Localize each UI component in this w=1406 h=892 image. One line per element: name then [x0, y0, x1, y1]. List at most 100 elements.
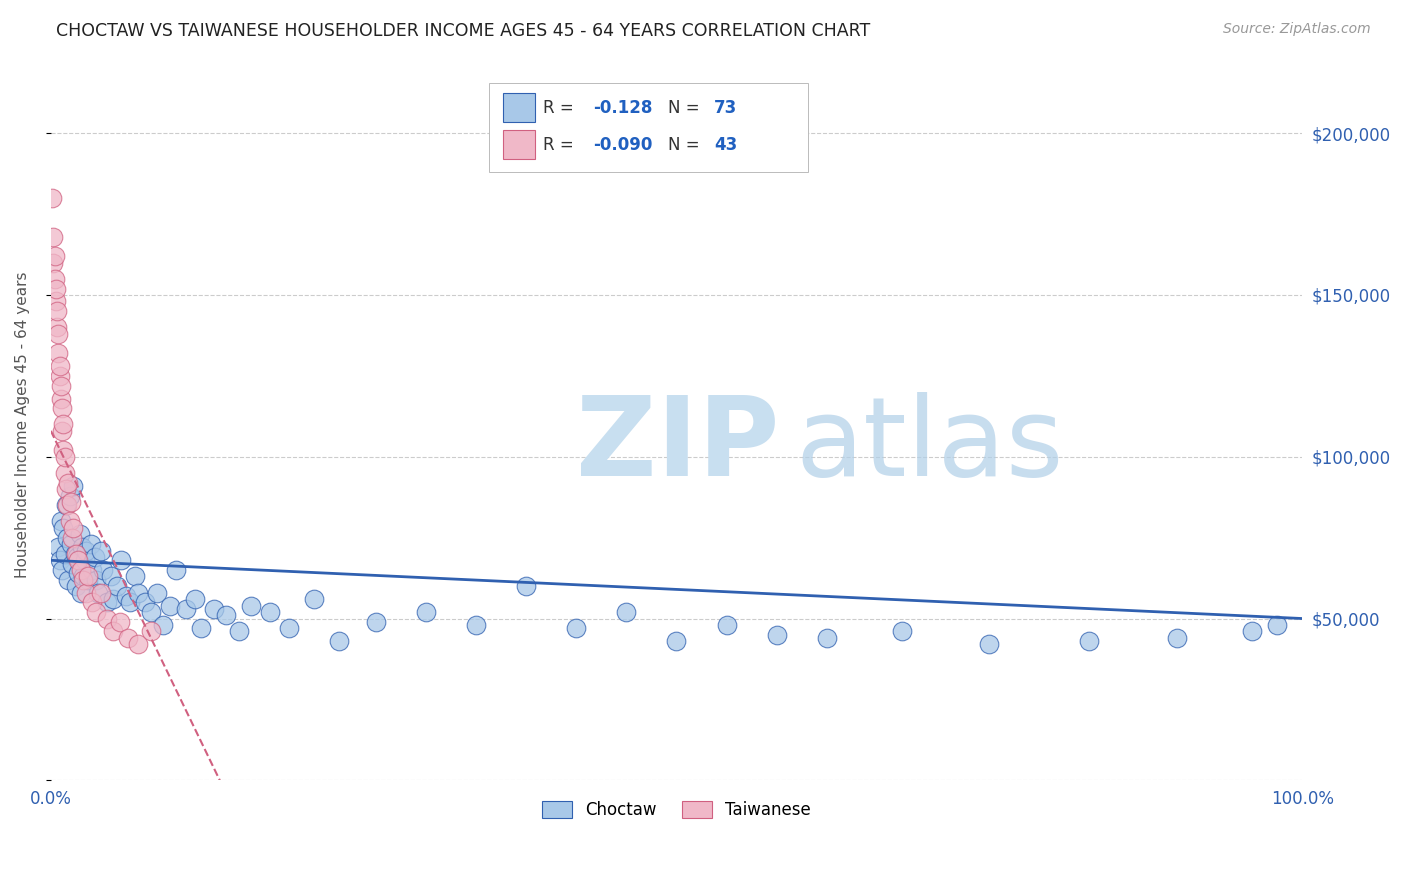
Point	[1078, 634, 1101, 648]
Point	[366, 615, 388, 629]
Point	[80, 537, 103, 551]
Point	[53, 450, 76, 464]
Point	[328, 634, 350, 648]
Point	[890, 624, 912, 639]
Point	[44, 272, 66, 286]
Point	[93, 563, 115, 577]
Point	[51, 401, 73, 416]
Point	[84, 573, 107, 587]
Point	[1265, 618, 1288, 632]
Point	[75, 543, 97, 558]
Point	[139, 624, 162, 639]
Point	[240, 599, 263, 613]
Point	[52, 443, 75, 458]
Point	[53, 547, 76, 561]
Point	[55, 498, 77, 512]
FancyBboxPatch shape	[502, 130, 536, 159]
Text: -0.090: -0.090	[593, 136, 652, 154]
Point	[134, 595, 156, 609]
Point	[46, 326, 69, 341]
Point	[72, 573, 94, 587]
Point	[49, 392, 72, 406]
Point	[108, 615, 131, 629]
Point	[45, 281, 67, 295]
Point	[70, 585, 93, 599]
Point	[48, 368, 70, 383]
Point	[815, 631, 838, 645]
Point	[100, 569, 122, 583]
Point	[146, 585, 169, 599]
Point	[118, 595, 141, 609]
Point	[465, 618, 488, 632]
Point	[51, 424, 73, 438]
Point	[765, 628, 787, 642]
Text: 43: 43	[714, 136, 737, 154]
Point	[90, 585, 112, 599]
Point	[63, 547, 86, 561]
Point	[48, 359, 70, 374]
Point	[415, 605, 437, 619]
Point	[46, 304, 69, 318]
Point	[110, 553, 132, 567]
Point	[65, 547, 87, 561]
Point	[44, 249, 66, 263]
FancyBboxPatch shape	[489, 83, 808, 172]
Text: atlas: atlas	[796, 392, 1064, 500]
Text: N =: N =	[668, 136, 704, 154]
Point	[48, 553, 70, 567]
Point	[159, 599, 181, 613]
Point	[616, 605, 638, 619]
Point	[58, 475, 80, 490]
Point	[83, 550, 105, 565]
Point	[67, 566, 90, 581]
Point	[82, 563, 104, 577]
Point	[66, 550, 89, 565]
Point	[58, 573, 80, 587]
Point	[62, 479, 84, 493]
Point	[665, 634, 688, 648]
Point	[174, 602, 197, 616]
Point	[115, 589, 138, 603]
FancyBboxPatch shape	[502, 94, 536, 122]
Point	[60, 557, 83, 571]
Point	[1241, 624, 1264, 639]
Point	[1166, 631, 1188, 645]
Point	[52, 417, 75, 432]
Point	[52, 521, 75, 535]
Point	[124, 569, 146, 583]
Point	[259, 605, 281, 619]
Point	[228, 624, 250, 639]
Point	[105, 579, 128, 593]
Legend: Choctaw, Taiwanese: Choctaw, Taiwanese	[536, 794, 818, 825]
Text: ZIP: ZIP	[576, 392, 780, 500]
Point	[82, 595, 104, 609]
Point	[96, 611, 118, 625]
Point	[49, 515, 72, 529]
Point	[56, 531, 79, 545]
Point	[41, 191, 63, 205]
Y-axis label: Householder Income Ages 45 - 64 years: Householder Income Ages 45 - 64 years	[15, 271, 30, 578]
Point	[127, 585, 149, 599]
Point	[87, 585, 110, 599]
Point	[84, 605, 107, 619]
Text: N =: N =	[668, 99, 704, 117]
Point	[51, 563, 73, 577]
Point	[90, 543, 112, 558]
Point	[103, 624, 125, 639]
Point	[565, 621, 588, 635]
Point	[59, 537, 82, 551]
Point	[716, 618, 738, 632]
Point	[70, 541, 93, 555]
Text: R =: R =	[543, 136, 579, 154]
Point	[103, 592, 125, 607]
Point	[55, 482, 77, 496]
Point	[67, 553, 90, 567]
Point	[70, 563, 93, 577]
Point	[979, 637, 1001, 651]
Point	[165, 563, 187, 577]
Text: -0.128: -0.128	[593, 99, 652, 117]
Point	[184, 592, 207, 607]
Point	[45, 294, 67, 309]
Point	[62, 521, 84, 535]
Point	[46, 541, 69, 555]
